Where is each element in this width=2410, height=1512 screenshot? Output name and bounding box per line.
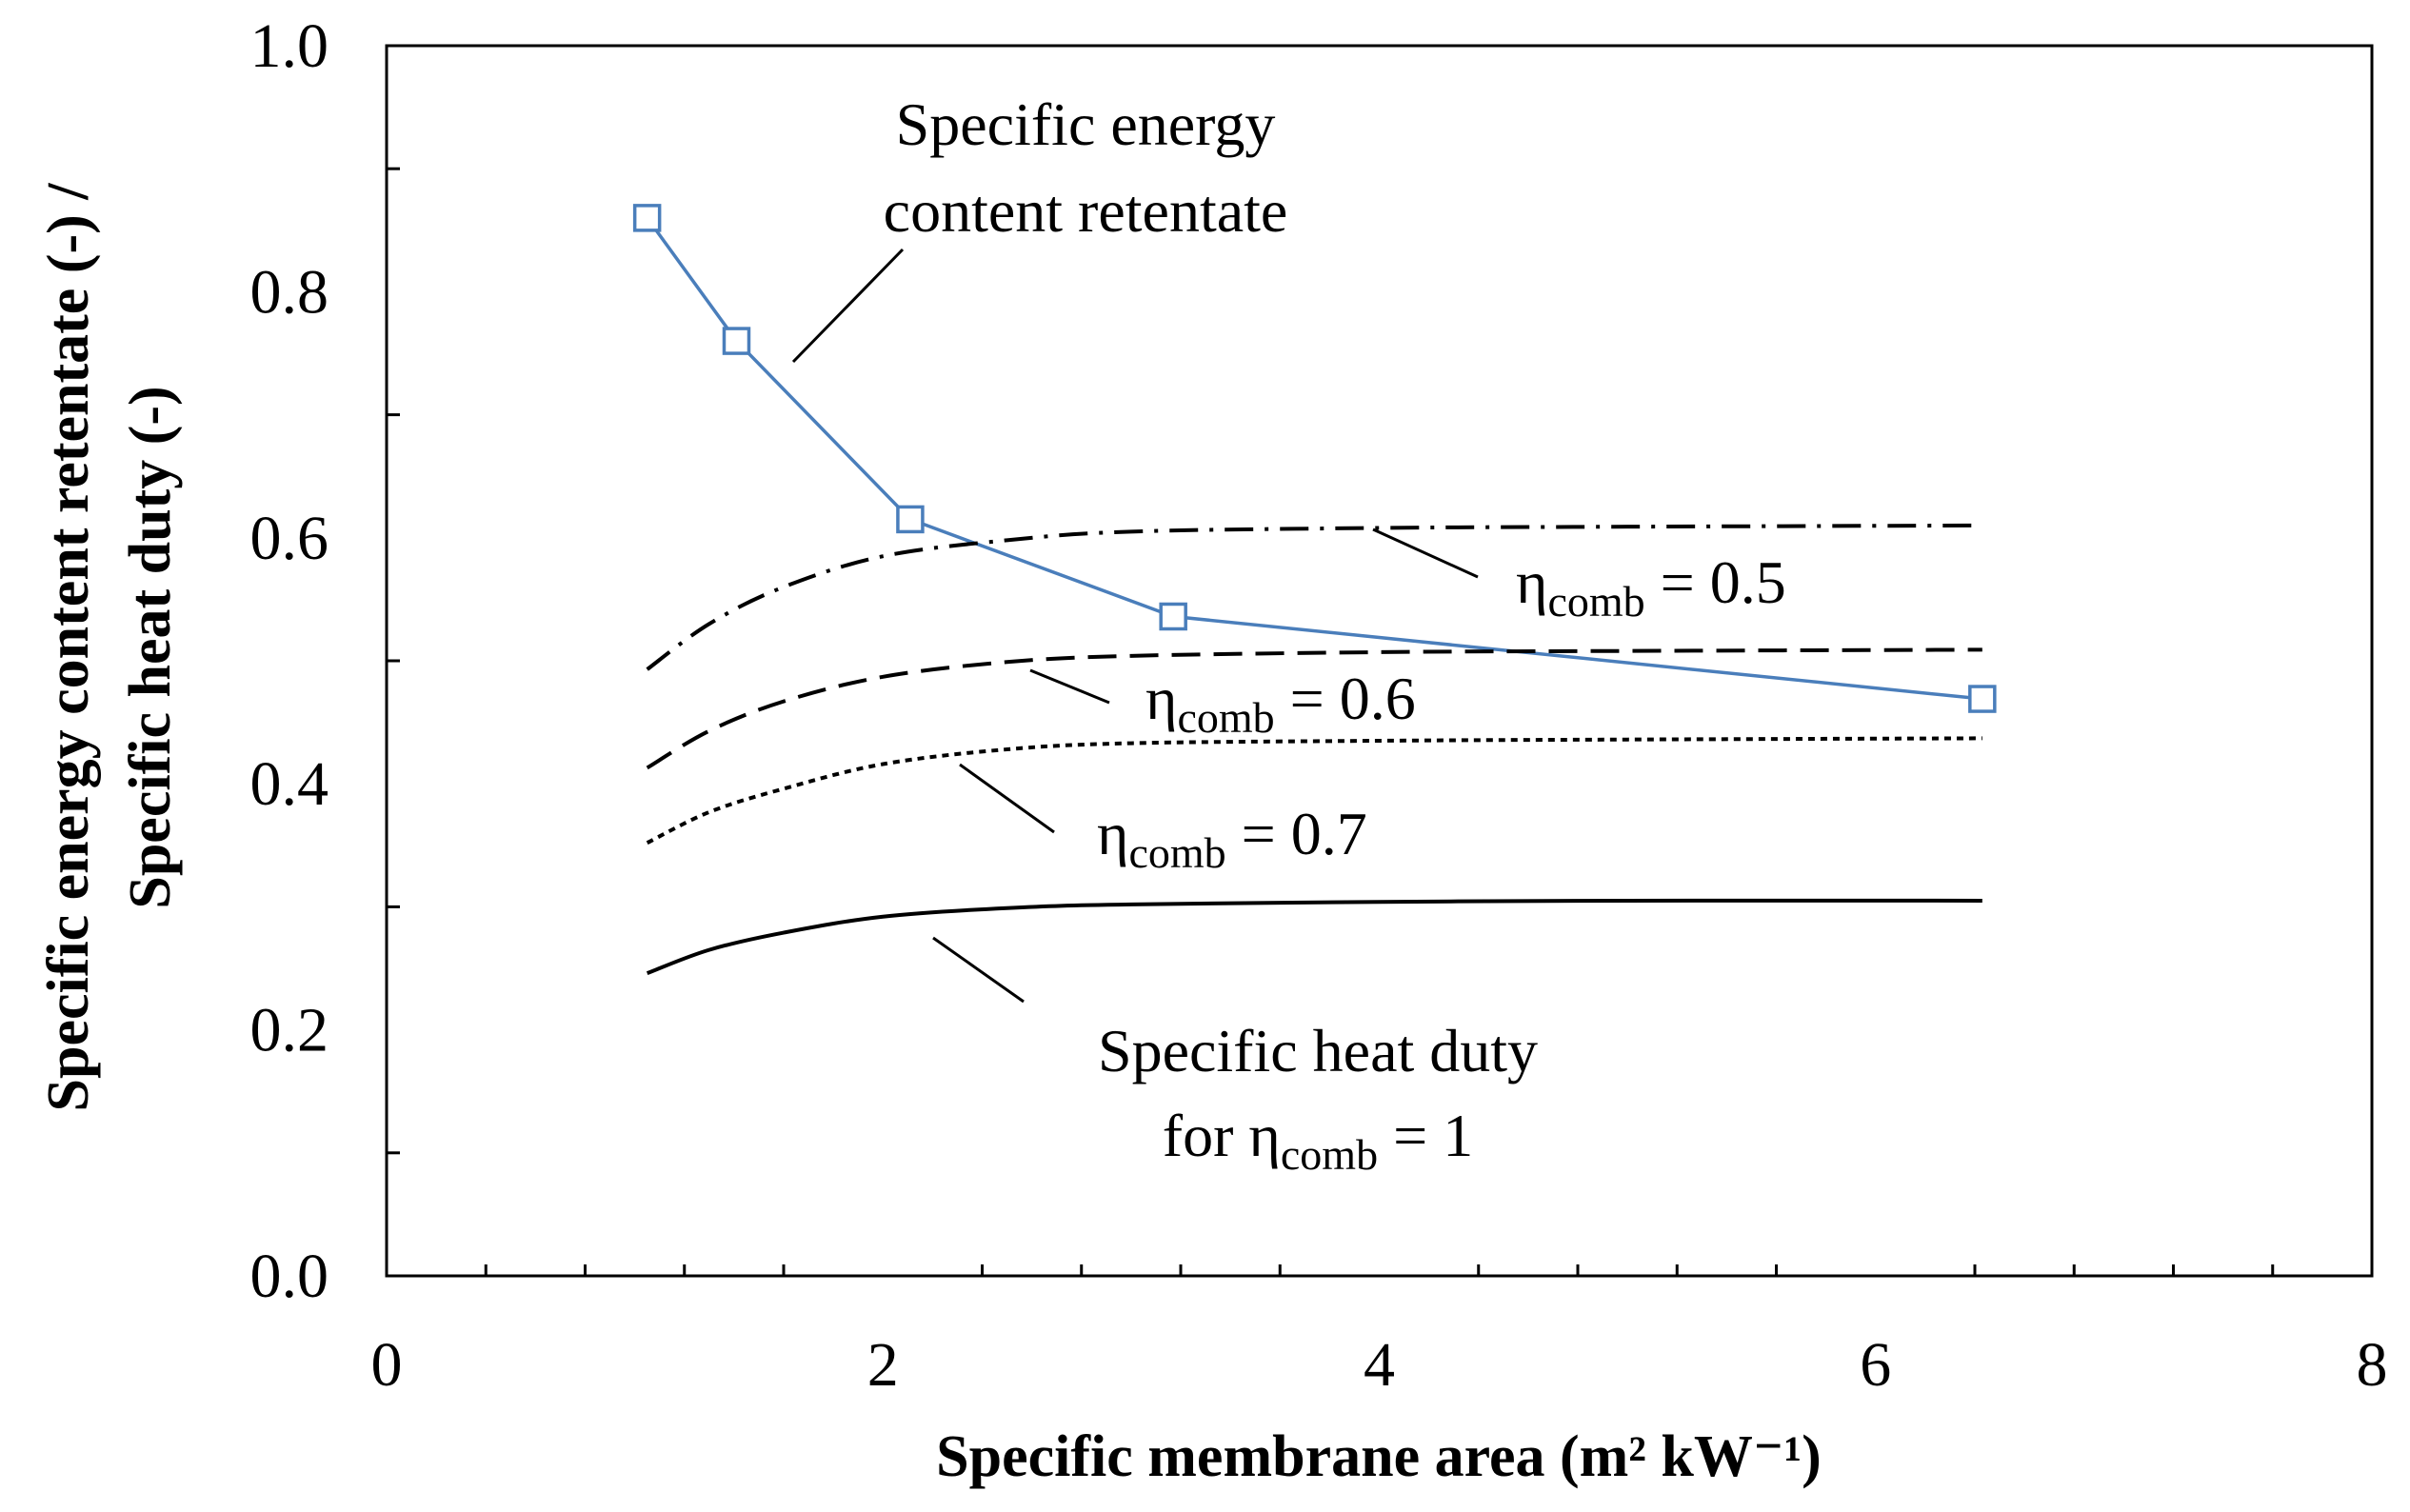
y-tick-label: 0.2 [250,996,329,1065]
annotation-eta-0-6: ηcomb = 0.6 [1145,665,1416,742]
annotation-eta-0-7-symbol: η [1097,800,1128,867]
data-point-marker [632,204,662,232]
annotation-eta-0-6-sub: comb [1177,693,1274,742]
series-line-4 [646,898,1982,976]
x-axis-title: Specific membrane area (m² kW⁻¹) [936,1424,1822,1489]
leader-line-heat-duty [932,936,1025,1004]
annotation-heat-duty-line-2: for ηcomb = 1 [1163,1102,1473,1179]
series-line-3 [646,736,1982,846]
x-tick-label: 2 [867,1330,899,1400]
axis-tick-labels: 0 2 4 6 8 0.0 0.2 0.4 0.6 0.8 1.0 [250,11,2388,1400]
y-axis-title-line-1: Specific energy content retentate (-) / [36,183,101,1112]
leader-line-eta-0-5 [1372,527,1479,579]
annotation-retentate-line-1: Specific energy [896,90,1276,158]
annotation-heat-duty-prefix: for η [1163,1102,1281,1169]
leader-line-eta-0-6 [1029,668,1110,705]
y-tick-label: 0.8 [250,257,329,327]
annotation-eta-0-5: ηcomb = 0.5 [1516,548,1786,626]
annotation-eta-0-5-value: = 0.5 [1645,548,1786,616]
annotation-eta-0-7-sub: comb [1128,828,1225,877]
leader-line-retentate [791,248,905,364]
annotation-heat-duty-value: = 1 [1378,1102,1473,1169]
series-line-0 [646,216,1982,701]
marker-layer [632,204,1997,713]
series-line-2 [646,647,1982,770]
y-tick-label: 1.0 [250,11,329,81]
annotation-retentate-line-2: content retentate [884,177,1288,245]
annotation-heat-duty-sub: comb [1281,1130,1378,1179]
data-point-marker [1159,602,1187,631]
y-tick-label: 0.6 [250,504,329,573]
data-point-marker [896,505,925,534]
x-tick-label: 0 [371,1330,403,1400]
x-tick-label: 4 [1364,1330,1395,1400]
x-tick-label: 6 [1860,1330,1891,1400]
annotation-eta-0-7-value: = 0.7 [1226,800,1367,867]
leader-line-eta-0-7 [959,763,1055,834]
annotation-eta-0-6-value: = 0.6 [1275,665,1416,732]
data-point-marker [722,327,751,355]
plot-frame [385,44,2374,1278]
y-axis-title-line-2: Specific heat duty (-) [118,386,183,908]
axis-ticks [387,167,2275,1276]
annotation-eta-0-6-symbol: η [1145,665,1177,732]
y-tick-label: 0.4 [250,749,329,819]
annotation-eta-0-5-symbol: η [1516,548,1547,616]
series-line-1 [646,523,1982,671]
data-point-marker [1968,685,1997,713]
y-tick-label: 0.0 [250,1242,329,1311]
annotation-eta-0-7: ηcomb = 0.7 [1097,800,1367,877]
annotation-heat-duty-line-1: Specific heat duty [1098,1017,1538,1084]
annotation-eta-0-5-sub: comb [1547,577,1644,626]
x-tick-label: 8 [2357,1330,2388,1400]
